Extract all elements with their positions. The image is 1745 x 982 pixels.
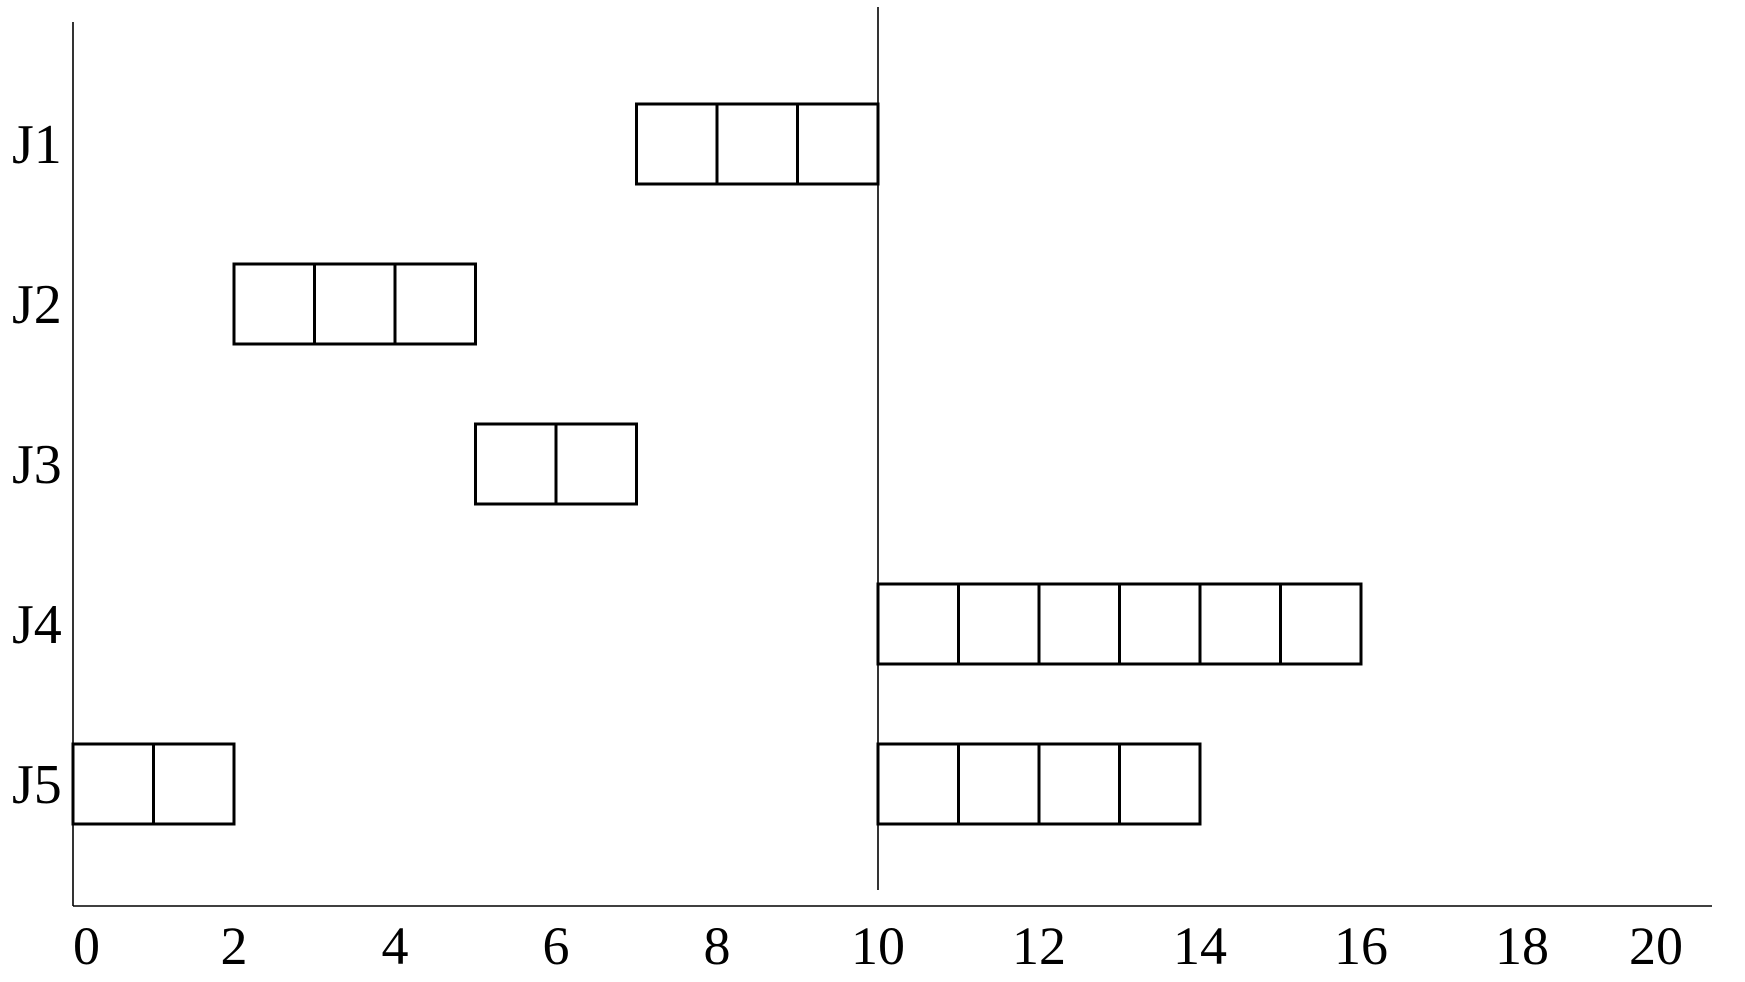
- job-label-j2: J2: [12, 274, 62, 336]
- x-tick-label: 16: [1334, 916, 1388, 976]
- task-blocks: [71, 102, 1363, 826]
- x-tick-label: 0: [73, 916, 100, 976]
- x-tick-label: 12: [1012, 916, 1066, 976]
- task-cell-j1: [635, 102, 719, 186]
- task-cell-j3: [554, 422, 638, 506]
- task-cell-j4: [1279, 582, 1363, 666]
- task-cell-j5: [1037, 742, 1121, 826]
- task-cell-j5: [152, 742, 236, 826]
- task-cell-j2: [393, 262, 477, 346]
- x-tick-label: 14: [1173, 916, 1227, 976]
- task-cell-j4: [876, 582, 960, 666]
- x-tick-label: 6: [543, 916, 570, 976]
- x-tick-label: 8: [704, 916, 731, 976]
- x-tick-label: 10: [851, 916, 905, 976]
- job-label-j4: J4: [12, 594, 62, 656]
- task-cell-j2: [232, 262, 316, 346]
- task-cell-j1: [715, 102, 799, 186]
- task-cell-j4: [1118, 582, 1202, 666]
- task-cell-j4: [1037, 582, 1121, 666]
- task-cell-j4: [957, 582, 1041, 666]
- x-tick-labels: 0 2 4 6 8 10 12 14 16 18 20: [73, 916, 1683, 976]
- task-cell-j5: [71, 742, 155, 826]
- job-label-j1: J1: [12, 114, 62, 176]
- job-label-j3: J3: [12, 434, 62, 496]
- task-cell-j5: [876, 742, 960, 826]
- task-cell-j4: [1198, 582, 1282, 666]
- x-tick-label: 2: [221, 916, 248, 976]
- x-tick-label: 4: [382, 916, 409, 976]
- task-cell-j3: [474, 422, 558, 506]
- job-labels: J1 J2 J3 J4 J5: [12, 114, 62, 816]
- task-cell-j5: [957, 742, 1041, 826]
- job-label-j5: J5: [12, 754, 62, 816]
- task-cell-j1: [796, 102, 880, 186]
- task-cell-j5: [1118, 742, 1202, 826]
- x-tick-label: 18: [1495, 916, 1549, 976]
- x-tick-label: 20: [1629, 916, 1683, 976]
- task-cell-j2: [313, 262, 397, 346]
